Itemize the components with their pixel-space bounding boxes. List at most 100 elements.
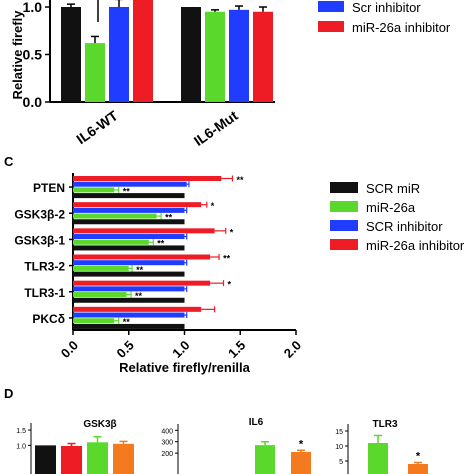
panel-c-horizontal-bar-chart: 0.0 0.5 1.0 1.5 2.0 Relative firefly/renilla P… <box>14 173 465 375</box>
bar <box>368 443 388 474</box>
legend-label: SCR miR <box>366 181 420 196</box>
significance-marker: * <box>299 438 304 450</box>
y-tick-label: TLR3-1 <box>24 286 65 300</box>
bar <box>229 9 249 103</box>
bar <box>73 187 115 193</box>
panel-label-d: D <box>4 386 13 401</box>
y-tick-label: 0.5 <box>23 47 43 63</box>
y-tick-label: 1.5 <box>16 428 26 435</box>
significance-marker: ** <box>135 291 143 301</box>
bar <box>73 271 185 277</box>
bar <box>73 239 149 245</box>
panel-d-small-bar-charts: GSK3β 1.5 1.0 IL6 400 300 200 * TLR3 15 10 5 * <box>16 417 428 474</box>
bar <box>61 7 81 102</box>
small-chart-title: TLR3 <box>373 419 398 430</box>
bar <box>73 207 185 213</box>
y-tick-label: 200 <box>161 451 173 458</box>
x-tick-label: 0.0 <box>58 338 81 361</box>
bar <box>73 306 202 312</box>
bar <box>87 442 108 474</box>
legend-label: Scr inhibitor <box>352 0 421 15</box>
x-tick-label: IL6-Mut <box>191 107 241 149</box>
significance-marker: ** <box>123 186 131 196</box>
significance-marker: ** <box>157 239 165 249</box>
x-tick-label: 1.5 <box>225 338 248 361</box>
bar <box>73 265 129 271</box>
bar <box>73 323 185 329</box>
y-tick-label: 5 <box>339 459 343 466</box>
bar <box>291 452 311 474</box>
legend-label: miR-26a inhibitor <box>366 238 465 253</box>
bar <box>408 464 428 474</box>
bar <box>73 202 202 208</box>
bar <box>73 286 185 292</box>
significance-marker: * <box>228 280 232 290</box>
y-tick-label: GSK3β-1 <box>14 233 65 247</box>
bar <box>73 234 185 240</box>
y-tick-label: 0.0 <box>23 94 43 110</box>
legend-swatch <box>318 1 344 12</box>
bar <box>85 43 105 102</box>
bar <box>73 245 185 251</box>
bar <box>73 254 211 260</box>
y-tick-label: TLR3-2 <box>24 260 65 274</box>
y-tick-label: 400 <box>161 428 173 435</box>
panel-label-c: C <box>4 154 14 169</box>
bar <box>61 445 82 474</box>
y-tick-label: PTEN <box>33 181 65 195</box>
x-axis-label: Relative firefly/renilla <box>119 360 251 375</box>
bar <box>73 213 157 219</box>
small-chart-title: GSK3β <box>83 419 116 430</box>
y-tick-label: 1.0 <box>16 443 26 450</box>
bar <box>133 0 153 102</box>
legend-label: SCR inhibitor <box>366 219 443 234</box>
significance-marker: * <box>230 227 234 237</box>
x-tick-label: IL6-WT <box>73 107 121 147</box>
x-tick-label: 0.5 <box>113 338 136 361</box>
y-tick-label: GSK3β-2 <box>14 207 65 221</box>
bar <box>35 445 56 474</box>
bar <box>181 7 201 102</box>
y-axis-label: Relative firefly <box>10 10 25 100</box>
significance-marker: ** <box>123 317 131 327</box>
bar <box>113 443 134 474</box>
significance-marker: * <box>416 451 421 463</box>
bar <box>253 11 273 102</box>
bar <box>205 11 225 102</box>
small-chart-title: IL6 <box>249 417 264 428</box>
bar <box>73 181 187 187</box>
bar <box>73 318 115 324</box>
significance-marker: ** <box>136 265 144 275</box>
bar <box>73 228 215 234</box>
bar <box>73 193 185 199</box>
y-tick-label: 1.0 <box>23 0 43 15</box>
significance-marker: ** <box>165 213 173 223</box>
y-tick-label: 15 <box>335 429 343 436</box>
significance-marker: * <box>211 201 215 211</box>
legend-swatch <box>330 239 358 250</box>
legend-label: miR-26a inhibitor <box>352 20 451 35</box>
bar <box>73 280 211 286</box>
x-tick-label: 1.0 <box>169 338 192 361</box>
legend-swatch <box>330 220 358 231</box>
bar <box>109 7 129 102</box>
legend-swatch <box>330 182 358 193</box>
significance-marker: ** <box>223 254 231 264</box>
y-tick-label: 300 <box>161 440 173 447</box>
legend-swatch <box>330 201 358 212</box>
bar <box>73 297 185 303</box>
x-tick-label: 2.0 <box>281 338 304 361</box>
legend-label: miR-26a <box>366 200 416 215</box>
legend-swatch <box>318 21 344 32</box>
y-tick-label: 10 <box>335 444 343 451</box>
y-tick-label: PKCδ <box>32 312 65 326</box>
significance-marker: ** <box>236 175 244 185</box>
bar <box>73 219 185 225</box>
bar <box>255 445 275 474</box>
bar <box>73 312 185 318</box>
bar <box>73 292 127 298</box>
bar <box>73 176 222 181</box>
bar <box>73 260 185 266</box>
